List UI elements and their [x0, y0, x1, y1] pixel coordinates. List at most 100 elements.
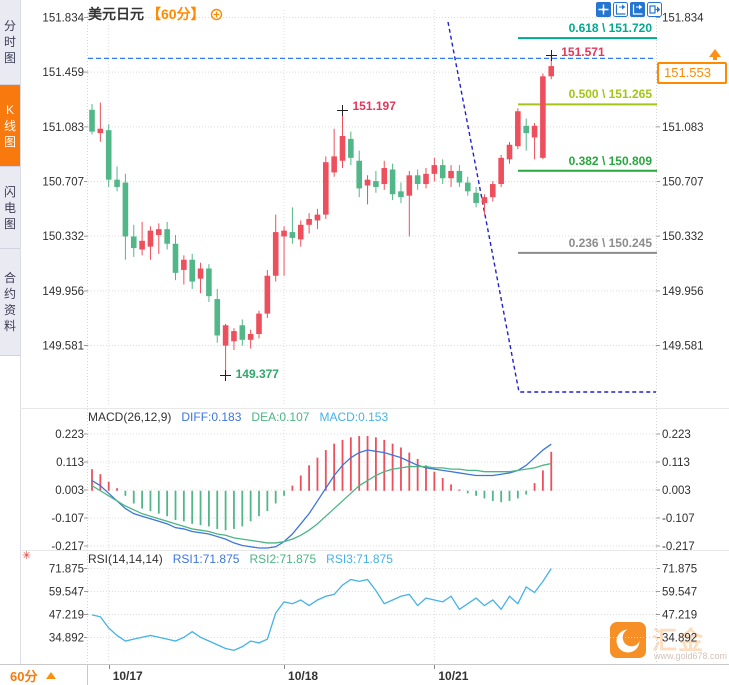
zoom-vertical-icon[interactable]: [630, 2, 645, 17]
rsi-title: RSI(14,14,14): [88, 552, 163, 566]
sidebar-tab-label: 分时图: [3, 19, 16, 65]
macd-diff-line: [91, 443, 552, 549]
axis-label: 59.547: [662, 587, 697, 599]
date-label: 10/18: [288, 669, 319, 683]
axis-label: 71.875: [49, 564, 84, 576]
sidebar-tab-label: 闪电图: [3, 184, 16, 231]
marker-peak-label: 151.197: [352, 99, 396, 114]
candle-body: [156, 229, 162, 235]
candle-body: [139, 240, 145, 250]
chart-toolbar: [596, 2, 662, 17]
rsi3-value: RSI3:71.875: [326, 552, 393, 566]
settings-icon[interactable]: [210, 8, 223, 21]
candle-body: [331, 156, 337, 173]
sidebar-tab-contract-info[interactable]: 合约资料: [0, 249, 20, 356]
candle-body: [105, 130, 112, 180]
axis-label: 150.332: [42, 231, 84, 243]
sidebar-tab-time-chart[interactable]: 分时图: [0, 0, 20, 85]
axis-label: 47.219: [662, 610, 697, 622]
current-price-tag: 151.553: [657, 62, 727, 85]
axis-label: -0.217: [662, 541, 695, 553]
candle-body: [389, 169, 396, 195]
candle-body: [164, 229, 170, 244]
axis-label: 151.834: [42, 13, 84, 25]
candle-body: [172, 243, 179, 273]
candle-body: [506, 144, 513, 160]
sidebar-tab-kline-chart[interactable]: K线图: [0, 85, 20, 167]
candle-body: [439, 165, 446, 179]
candle-body: [339, 136, 346, 161]
candle-body: [523, 125, 529, 134]
axis-label: 150.332: [662, 231, 704, 243]
sidebar-divider: [20, 0, 21, 664]
axis-label: -0.107: [51, 513, 84, 525]
period-selector-label: 60分: [10, 669, 38, 684]
candle-body: [130, 236, 137, 249]
sidebar-tab-lightning-chart[interactable]: 闪电图: [0, 167, 20, 249]
candle-body: [423, 173, 429, 185]
symbol-name: 美元日元: [88, 6, 144, 22]
candle-body: [456, 170, 463, 183]
pan-right-icon[interactable]: [647, 2, 662, 17]
axis-label: 0.223: [55, 429, 84, 441]
candle-body: [197, 268, 204, 279]
candle-body: [97, 128, 104, 134]
candle-body: [356, 160, 362, 189]
candle-body: [272, 232, 279, 276]
candle-body: [490, 184, 496, 198]
rsi-header: RSI(14,14,14) RSI1:71.875 RSI2:71.875 RS…: [88, 552, 393, 566]
macd-diff-value: DIFF:0.183: [181, 410, 242, 424]
candle-body: [306, 218, 312, 225]
sidebar: 分时图 K线图 闪电图 合约资料: [0, 0, 20, 356]
date-label: 10/17: [112, 669, 143, 683]
period-selector[interactable]: 60分: [0, 665, 88, 685]
candle-body: [406, 175, 413, 196]
rsi-line: [91, 568, 552, 652]
candle-body: [222, 325, 229, 346]
zoom-horizontal-icon[interactable]: [613, 2, 628, 17]
axis-label: 149.581: [662, 340, 704, 352]
axis-label: 149.581: [42, 340, 84, 352]
date-tick: [434, 665, 436, 669]
price-up-arrow-icon: [709, 49, 721, 61]
axis-label: 151.459: [42, 67, 84, 79]
trendline: [447, 21, 656, 393]
fib-label-1: 0.500 \ 151.265: [568, 87, 652, 102]
axis-label: 0.223: [662, 429, 691, 441]
candle-body: [540, 76, 546, 158]
candle-body: [189, 259, 195, 282]
candle-body: [381, 168, 388, 185]
axis-label: 0.113: [662, 457, 690, 469]
axis-label: 34.892: [49, 632, 84, 644]
candle-body: [414, 175, 421, 185]
axis-label: 149.956: [42, 286, 84, 298]
axis-label: 150.707: [42, 177, 84, 189]
watermark-url: www.gold678.com: [654, 651, 728, 661]
axis-label: 71.875: [662, 564, 697, 576]
date-tick: [108, 665, 110, 669]
rsi2-value: RSI2:71.875: [249, 552, 317, 566]
candle-body: [89, 109, 95, 132]
marker-low-cross: [220, 369, 232, 381]
candle-body: [122, 182, 129, 237]
fib-label-3: 0.236 \ 150.245: [568, 235, 652, 250]
period-badge: 【60分】: [147, 6, 205, 22]
macd-macd-value: MACD:0.153: [319, 410, 389, 424]
axis-label: -0.217: [51, 541, 84, 553]
axis-label: 151.083: [662, 122, 704, 134]
crosshair-icon[interactable]: [596, 2, 611, 17]
candle-body: [247, 333, 254, 340]
candle-body: [297, 224, 304, 240]
chart-title: 美元日元 【60分】: [88, 4, 223, 24]
candle-body: [323, 162, 329, 215]
marker-peak-cross: [337, 104, 348, 116]
candle-body: [289, 232, 296, 238]
candle-body: [348, 138, 354, 158]
chevron-up-icon: [46, 672, 57, 679]
axis-label: -0.107: [662, 513, 695, 525]
indicator-flower-icon[interactable]: ✳: [22, 550, 32, 562]
candle-body: [114, 179, 120, 187]
candle-body: [147, 230, 154, 247]
date-tick: [284, 665, 286, 669]
